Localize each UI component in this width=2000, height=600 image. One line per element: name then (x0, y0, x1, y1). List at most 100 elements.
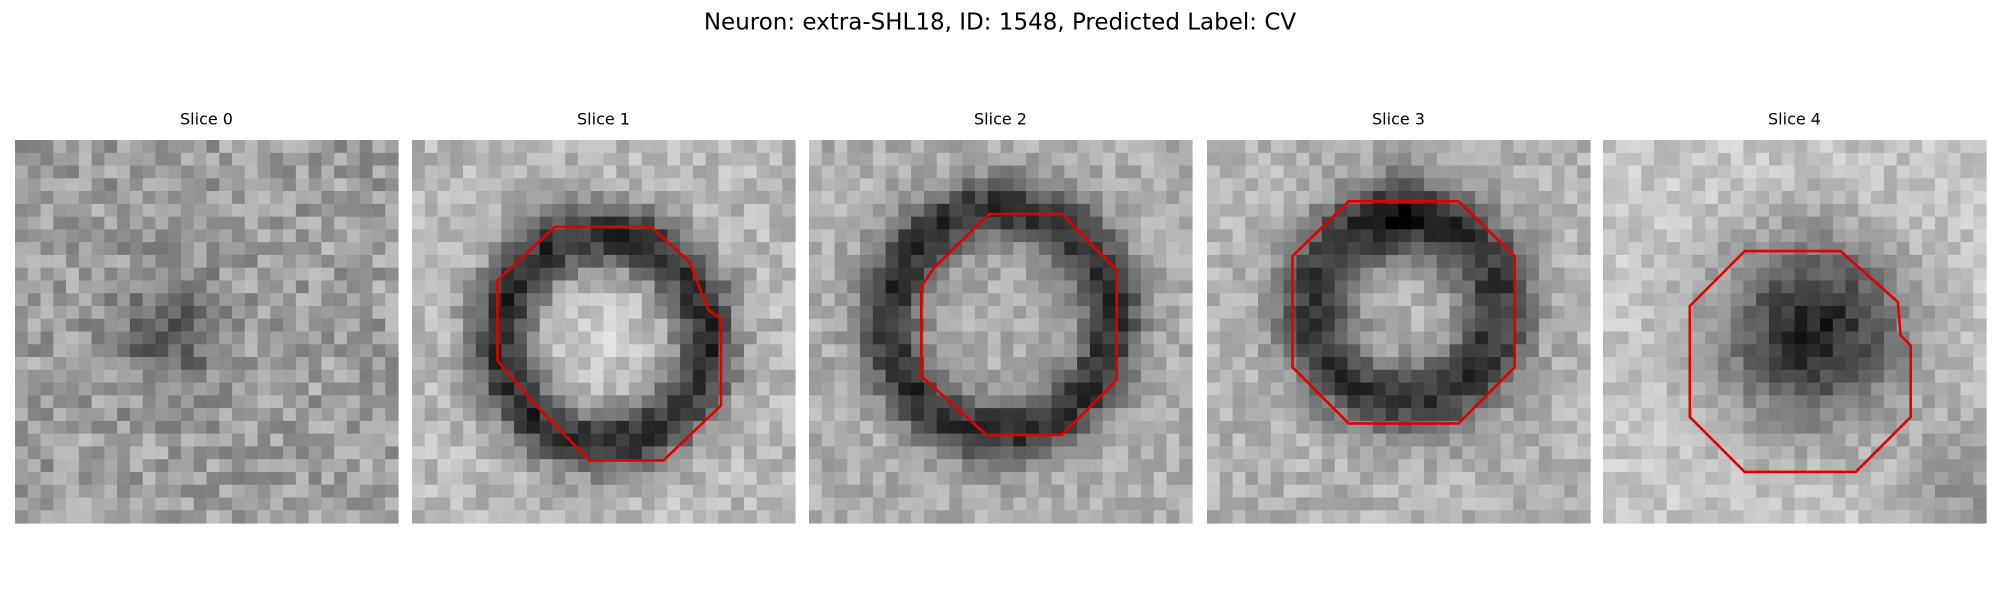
pixel (219, 242, 233, 256)
pixel (1051, 357, 1065, 371)
pixel (1398, 305, 1412, 320)
pixel (1140, 382, 1155, 396)
pixel (1334, 357, 1349, 371)
pixel (1398, 395, 1412, 409)
pixel (295, 344, 310, 358)
pixel (1475, 471, 1489, 486)
pixel (450, 497, 464, 511)
pixel (283, 344, 297, 358)
pixel (1820, 420, 1834, 435)
pixel (769, 293, 783, 307)
pixel (962, 497, 976, 511)
pixel (463, 267, 477, 282)
pixel (219, 459, 233, 473)
pixel (1947, 471, 1962, 486)
pixel (1756, 433, 1770, 447)
pixel (1347, 178, 1361, 192)
pixel (257, 254, 271, 269)
pixel (27, 344, 42, 358)
pixel (1115, 408, 1129, 422)
pixel (1743, 152, 1757, 167)
pixel (488, 152, 502, 167)
pixel (463, 331, 477, 345)
pixel (232, 331, 246, 345)
pixel (756, 191, 771, 205)
pixel (1270, 510, 1285, 524)
pixel (667, 216, 681, 230)
pixel (731, 446, 745, 460)
pixel (1232, 318, 1246, 333)
pixel (603, 140, 617, 154)
pixel (1538, 242, 1553, 256)
pixel (1705, 229, 1719, 243)
pixel (346, 433, 361, 447)
pixel (1947, 242, 1962, 256)
pixel (129, 497, 144, 511)
pixel (1270, 395, 1285, 409)
pixel (667, 357, 681, 371)
pixel (359, 344, 374, 358)
pixel (962, 203, 976, 218)
pixel (923, 203, 938, 218)
pixel (232, 152, 246, 167)
pixel (1628, 152, 1642, 167)
pixel (718, 191, 732, 205)
pixel (1487, 471, 1502, 486)
pixel (1309, 446, 1323, 460)
pixel (1513, 446, 1527, 460)
pixel (1038, 369, 1053, 384)
pixel (385, 369, 399, 384)
pixel (1628, 471, 1642, 486)
pixel (769, 510, 783, 524)
pixel (834, 395, 848, 409)
pixel (1717, 408, 1732, 422)
pixel (898, 293, 912, 307)
pixel (475, 229, 490, 243)
pixel (1102, 357, 1116, 371)
pixel (898, 242, 912, 256)
pixel (974, 484, 989, 499)
pixel (27, 229, 42, 243)
pixel (1245, 484, 1259, 499)
pixel (1347, 305, 1361, 320)
pixel (1102, 267, 1116, 282)
pixel (1102, 216, 1116, 230)
pixel (1858, 446, 1872, 460)
pixel (1513, 318, 1527, 333)
pixel (1679, 497, 1693, 511)
pixel (1115, 242, 1129, 256)
pixel (1398, 382, 1412, 396)
pixel (1424, 229, 1438, 243)
pixel (385, 331, 399, 345)
pixel (731, 140, 745, 154)
pixel (359, 216, 374, 230)
pixel (1026, 471, 1040, 486)
pixel (1832, 471, 1847, 486)
pixel (1321, 229, 1336, 243)
pixel (180, 318, 195, 333)
pixel (1219, 293, 1234, 307)
pixel (193, 254, 208, 269)
pixel (1270, 433, 1285, 447)
pixel (488, 140, 502, 154)
pixel (654, 382, 668, 396)
pixel (936, 152, 951, 167)
pixel (308, 369, 322, 384)
pixel (129, 178, 144, 192)
pixel (1051, 165, 1065, 179)
pixel (1219, 331, 1234, 345)
pixel (1424, 293, 1438, 307)
pixel (1615, 471, 1630, 486)
pixel (731, 254, 745, 269)
pixel (1858, 408, 1872, 422)
pixel (1179, 165, 1193, 179)
pixel (1026, 165, 1040, 179)
pixel (385, 216, 399, 230)
pixel (1064, 191, 1078, 205)
pixel (821, 191, 836, 205)
pixel (1538, 471, 1553, 486)
pixel (860, 203, 874, 218)
pixel (1960, 382, 1974, 396)
pixel (501, 305, 515, 320)
pixel (552, 254, 566, 269)
